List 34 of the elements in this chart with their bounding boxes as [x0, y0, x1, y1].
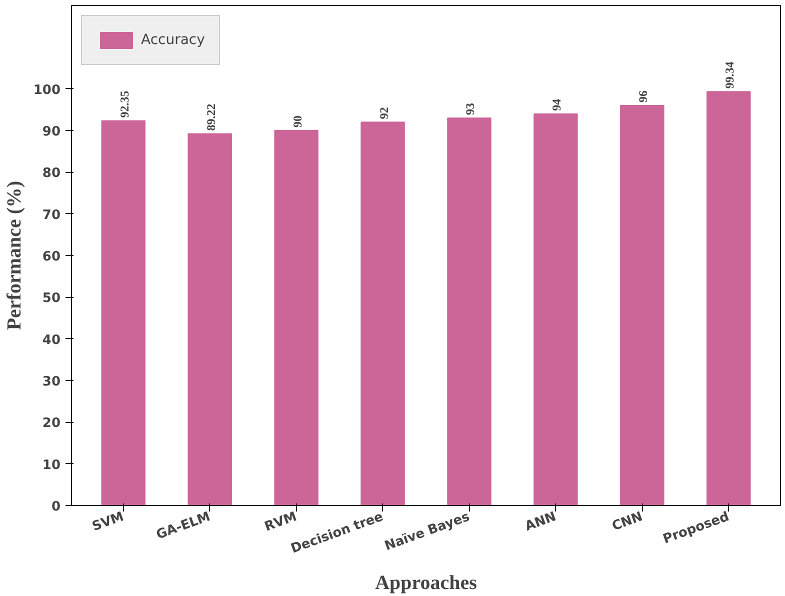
y-tick-label: 70 [42, 208, 61, 223]
data-label: 90 [290, 116, 304, 128]
data-label: 92.35 [117, 90, 132, 118]
y-tick-label: 80 [42, 166, 61, 182]
x-axis-title: Approaches [375, 572, 478, 594]
y-tick-label: 60 [42, 250, 61, 264]
data-label: 92 [376, 107, 391, 120]
x-tick-label: ANN [523, 509, 558, 534]
y-tick-label: 20 [42, 416, 61, 432]
bar [101, 120, 146, 506]
data-label: 96 [636, 90, 650, 102]
bar [188, 133, 232, 506]
bar [534, 113, 578, 506]
y-tick-label: 0 [51, 500, 60, 514]
data-label: 93 [463, 103, 478, 115]
legend-label: Accuracy [141, 32, 205, 48]
x-tick-label: SVM [90, 509, 126, 535]
bar [274, 130, 318, 506]
bar [706, 91, 751, 506]
data-label: 89.22 [204, 104, 218, 131]
y-tick-label: 90 [42, 124, 61, 140]
x-tick-label: CNN [610, 509, 645, 534]
bar [360, 122, 405, 506]
x-tick-label: Naïve Bayes [382, 509, 472, 554]
y-tick-label: 30 [42, 374, 61, 390]
data-label: 94 [550, 98, 564, 111]
data-label: 99.34 [722, 62, 737, 89]
y-tick-label: 10 [42, 458, 61, 473]
y-tick-label: 50 [42, 291, 61, 306]
y-axis-title: Performance (%) [3, 180, 26, 330]
bar [447, 118, 492, 506]
y-tick-label: 100 [33, 82, 61, 98]
y-tick-label: 40 [42, 332, 61, 348]
bar [620, 105, 664, 506]
